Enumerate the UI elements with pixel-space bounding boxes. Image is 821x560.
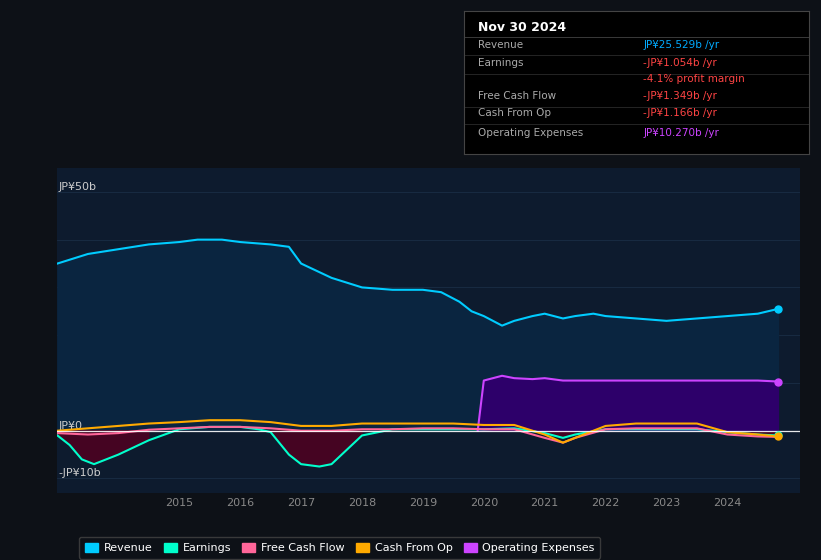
- Text: Earnings: Earnings: [478, 58, 523, 68]
- Text: Operating Expenses: Operating Expenses: [478, 128, 583, 138]
- Text: JP¥10.270b /yr: JP¥10.270b /yr: [643, 128, 719, 138]
- Text: JP¥50b: JP¥50b: [58, 182, 96, 192]
- Text: Nov 30 2024: Nov 30 2024: [478, 21, 566, 34]
- Text: -JP¥1.054b /yr: -JP¥1.054b /yr: [643, 58, 717, 68]
- Text: JP¥0: JP¥0: [58, 421, 82, 431]
- Text: Cash From Op: Cash From Op: [478, 108, 551, 118]
- Text: JP¥25.529b /yr: JP¥25.529b /yr: [643, 40, 719, 50]
- Text: -4.1% profit margin: -4.1% profit margin: [643, 74, 745, 84]
- Legend: Revenue, Earnings, Free Cash Flow, Cash From Op, Operating Expenses: Revenue, Earnings, Free Cash Flow, Cash …: [80, 537, 600, 559]
- Text: Free Cash Flow: Free Cash Flow: [478, 91, 556, 101]
- Text: -JP¥10b: -JP¥10b: [58, 469, 101, 478]
- Text: -JP¥1.166b /yr: -JP¥1.166b /yr: [643, 108, 717, 118]
- Text: -JP¥1.349b /yr: -JP¥1.349b /yr: [643, 91, 717, 101]
- Text: Revenue: Revenue: [478, 40, 523, 50]
